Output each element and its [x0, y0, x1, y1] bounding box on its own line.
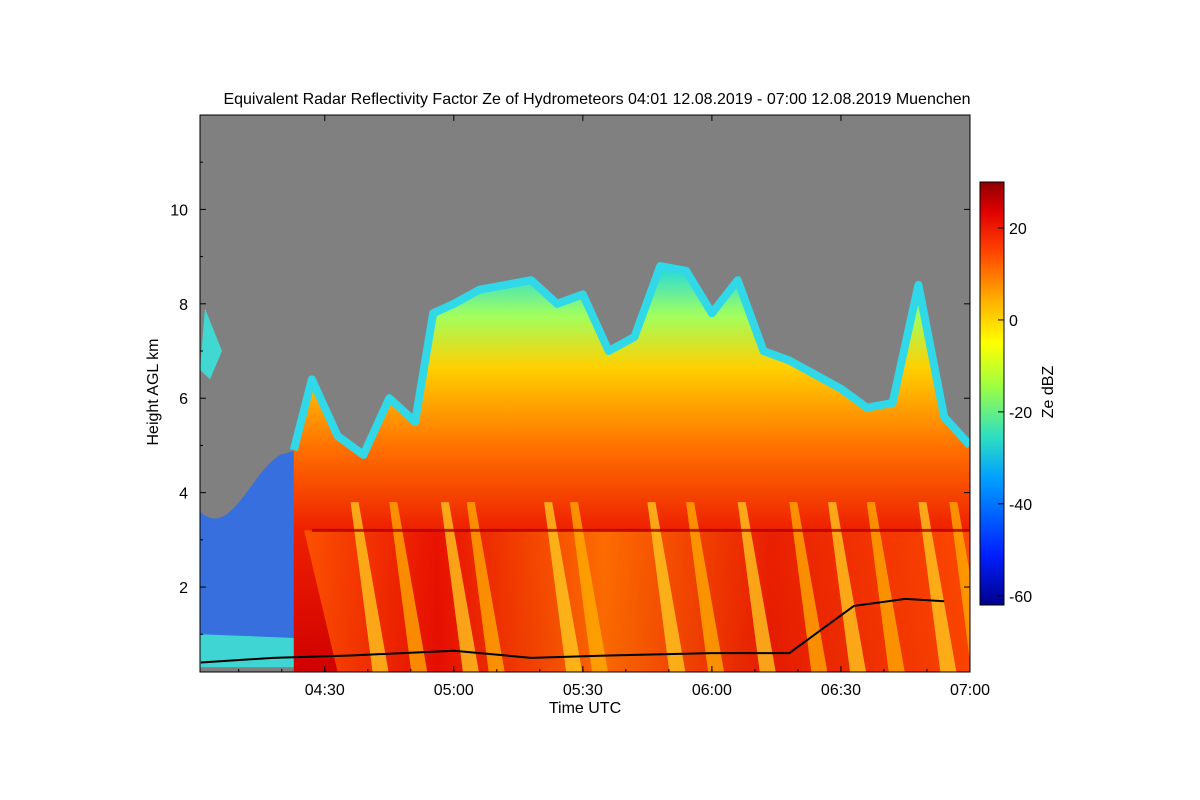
- fall-streak: [466, 502, 505, 672]
- y-tick-label: 2: [179, 580, 188, 597]
- fall-streak: [949, 502, 970, 662]
- fall-streak: [918, 502, 957, 672]
- x-tick-label: 06:00: [692, 682, 732, 699]
- colorbar-tick-label: 20: [1009, 221, 1027, 238]
- colorbar-tick-label: 0: [1009, 313, 1018, 330]
- reflectivity-field: [200, 262, 970, 672]
- y-tick-label: 6: [179, 391, 188, 408]
- fall-streak: [828, 502, 867, 672]
- x-tick-label: 07:00: [950, 682, 990, 699]
- colorbar: [979, 181, 1005, 606]
- colorbar-label: Ze dBZ: [1040, 366, 1057, 419]
- x-axis: 04:30 05:00 05:30 06:00 06:30 07:00: [238, 115, 990, 699]
- y-tick-label: 10: [170, 202, 188, 219]
- fall-streak: [789, 502, 828, 672]
- cloud-top-fringe: [289, 262, 970, 459]
- fall-streak: [350, 502, 389, 672]
- fall-streak: [647, 502, 686, 672]
- x-tick-label: 05:30: [563, 682, 603, 699]
- colorbar-tick-label: -40: [1009, 497, 1032, 514]
- fall-streak: [569, 502, 608, 672]
- fall-streak: [737, 502, 776, 672]
- colorbar-tick-label: -60: [1009, 589, 1032, 606]
- y-axis-label: Height AGL km: [145, 338, 162, 445]
- fall-streak: [389, 502, 428, 672]
- x-tick-label: 06:30: [821, 682, 861, 699]
- chart-title: Equivalent Radar Reflectivity Factor Ze …: [223, 91, 970, 108]
- cloud-base-line: [200, 597, 945, 664]
- fall-streak: [440, 502, 479, 672]
- plot-frame: [199, 114, 971, 673]
- colorbar-tick-label: -20: [1009, 405, 1032, 422]
- fall-streak: [544, 502, 583, 672]
- x-tick-label: 05:00: [434, 682, 474, 699]
- x-tick-label: 04:30: [305, 682, 345, 699]
- upper-echo-fragment: [200, 308, 222, 380]
- colorbar-axis: -60 -40 -20 0 20: [998, 221, 1032, 606]
- y-tick-label: 8: [179, 297, 188, 314]
- y-axis: 2 4 6 8 10: [170, 161, 970, 635]
- y-tick-label: 4: [179, 486, 188, 503]
- fall-streak: [686, 502, 725, 672]
- fall-streak: [866, 502, 905, 672]
- x-axis-label: Time UTC: [549, 700, 621, 717]
